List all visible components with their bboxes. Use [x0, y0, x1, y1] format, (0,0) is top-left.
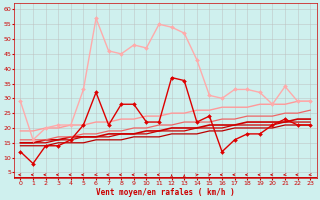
X-axis label: Vent moyen/en rafales ( km/h ): Vent moyen/en rafales ( km/h ) [96, 188, 235, 197]
